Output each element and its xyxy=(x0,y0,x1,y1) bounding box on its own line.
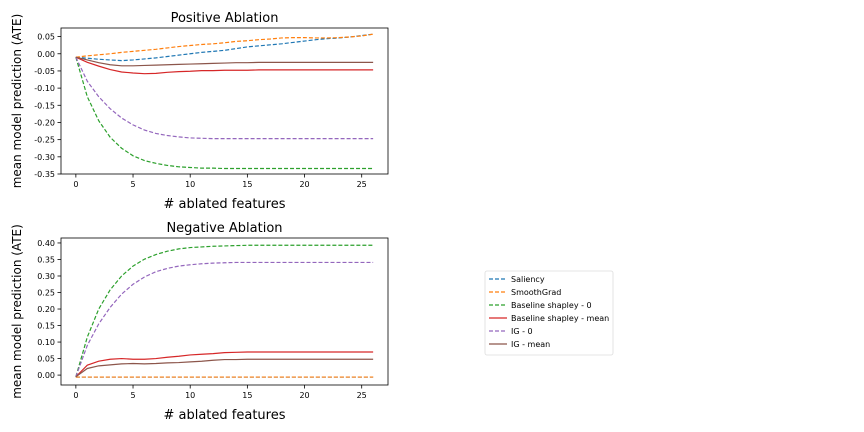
x-axis-label: # ablated features xyxy=(163,408,285,423)
y-tick-label: 0.35 xyxy=(37,255,55,264)
x-tick-label: 5 xyxy=(130,180,135,189)
y-tick-label: -0.10 xyxy=(34,84,55,93)
y-tick-label: -0.25 xyxy=(34,136,55,145)
series-line-baseline-shapley-0 xyxy=(75,244,374,377)
legend-label: SmoothGrad xyxy=(511,288,561,297)
chart-title: Positive Ablation xyxy=(171,11,279,26)
x-tick-label: 0 xyxy=(73,391,78,400)
y-tick-label: -0.35 xyxy=(34,170,55,179)
series-line-ig-0 xyxy=(75,56,374,140)
series-line-ig-mean xyxy=(75,358,374,378)
legend-label: IG - 0 xyxy=(511,327,533,336)
positive-ablation-panel: 0 5 10 15 20 25 0.05 0.00 -0.05 -0.10 -0.15 -0.20 -0… xyxy=(10,11,389,212)
legend-label: Saliency xyxy=(511,275,545,284)
y-tick-label: 0.20 xyxy=(37,305,55,314)
series-line-baseline-shapley-mean xyxy=(75,56,374,75)
legend-label: Baseline shapley - mean xyxy=(511,314,609,323)
axes-frame xyxy=(60,237,389,386)
legend: Saliency SmoothGrad Baseline shapley - 0 Ba… xyxy=(484,270,614,356)
y-tick-label: -0.05 xyxy=(34,67,55,76)
series-line-ig-0 xyxy=(75,261,374,377)
y-tick-label: 0.00 xyxy=(37,371,55,380)
x-tick-label: 20 xyxy=(299,180,309,189)
x-tick-label: 5 xyxy=(130,391,135,400)
y-tick-label: -0.15 xyxy=(34,101,55,110)
legend-box xyxy=(484,270,614,356)
y-tick-label: -0.30 xyxy=(34,153,55,162)
series-line-ig-mean xyxy=(75,56,374,67)
x-tick-label: 25 xyxy=(357,391,367,400)
y-tick-label: 0.25 xyxy=(37,289,55,298)
series-line-smoothgrad xyxy=(75,33,374,58)
x-tick-label: 25 xyxy=(357,180,367,189)
y-tick-label: 0.05 xyxy=(37,33,55,42)
y-tick-label: 0.40 xyxy=(37,239,55,248)
chart-title: Negative Ablation xyxy=(166,221,282,236)
x-tick-label: 15 xyxy=(242,180,252,189)
x-tick-label: 10 xyxy=(185,180,195,189)
series-line-saliency xyxy=(75,33,374,62)
y-tick-label: 0.15 xyxy=(37,322,55,331)
axes-frame xyxy=(60,27,389,175)
x-tick-label: 20 xyxy=(299,391,309,400)
y-tick-label: 0.05 xyxy=(37,355,55,364)
y-tick-label: 0.30 xyxy=(37,272,55,281)
y-tick-label: -0.20 xyxy=(34,118,55,127)
series-line-baseline-shapley-mean xyxy=(75,351,374,378)
x-axis-label: # ablated features xyxy=(163,197,285,212)
legend-label: IG - mean xyxy=(511,340,550,349)
x-tick-label: 0 xyxy=(73,180,78,189)
negative-ablation-panel: 0 5 10 15 20 25 0.40 0.35 0.30 0.25 0.20 0.15 0.10 0.… xyxy=(10,221,389,423)
y-tick-label: 0.00 xyxy=(37,50,55,59)
x-tick-label: 10 xyxy=(185,391,195,400)
legend-label: Baseline shapley - 0 xyxy=(511,301,592,310)
y-axis-label: mean model prediction (ATE) xyxy=(10,224,24,399)
series-line-baseline-shapley-0 xyxy=(75,57,374,170)
y-axis-label: mean model prediction (ATE) xyxy=(10,14,24,189)
x-tick-label: 15 xyxy=(242,391,252,400)
y-tick-label: 0.10 xyxy=(37,338,55,347)
